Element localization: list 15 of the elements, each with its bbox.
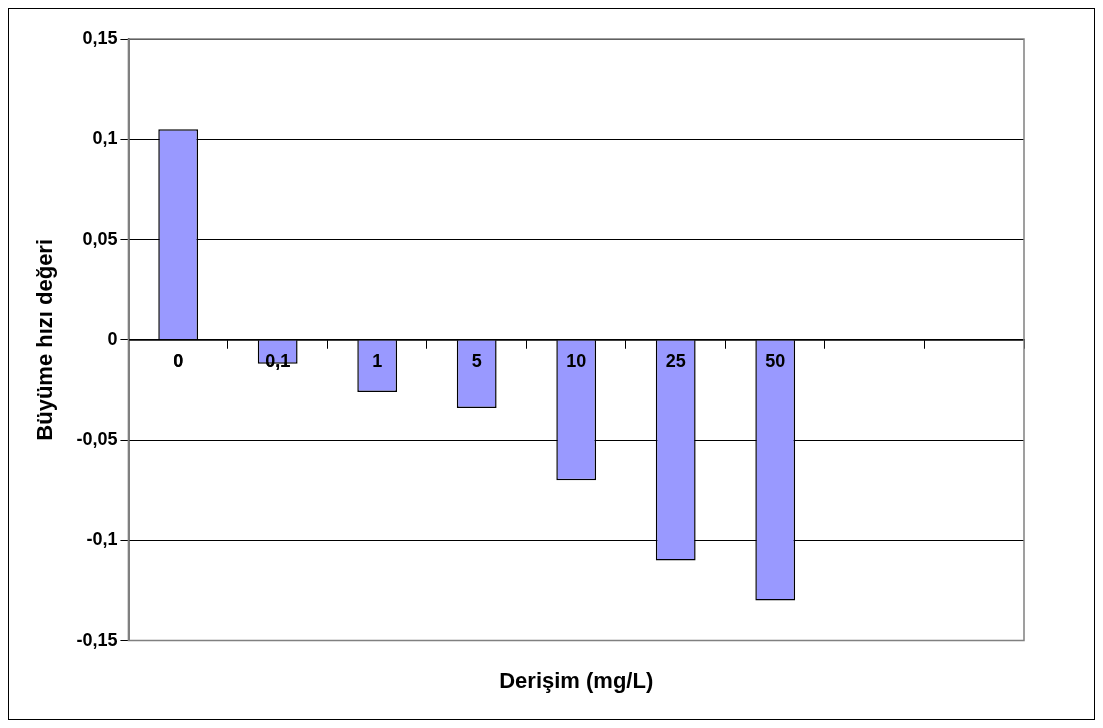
y-axis-title: Büyüme hızı değeri xyxy=(32,238,58,441)
x-tick-label: 0 xyxy=(173,350,184,371)
y-tick-label: 0,05 xyxy=(82,228,118,249)
x-tick-label: 5 xyxy=(471,350,482,371)
y-tick-label: -0,1 xyxy=(86,529,118,550)
x-tick-label: 10 xyxy=(566,350,587,371)
y-tick-label: 0,15 xyxy=(82,27,118,48)
y-tick-label: 0,1 xyxy=(92,128,118,149)
y-tick-label: -0,15 xyxy=(76,629,118,650)
x-tick-label: 50 xyxy=(765,350,786,371)
y-tick-label: -0,05 xyxy=(76,429,118,450)
x-axis-title: Derişim (mg/L) xyxy=(499,667,654,693)
x-tick-label: 25 xyxy=(665,350,686,371)
x-tick-label: 1 xyxy=(372,350,383,371)
y-tick-label: 0 xyxy=(107,328,118,349)
